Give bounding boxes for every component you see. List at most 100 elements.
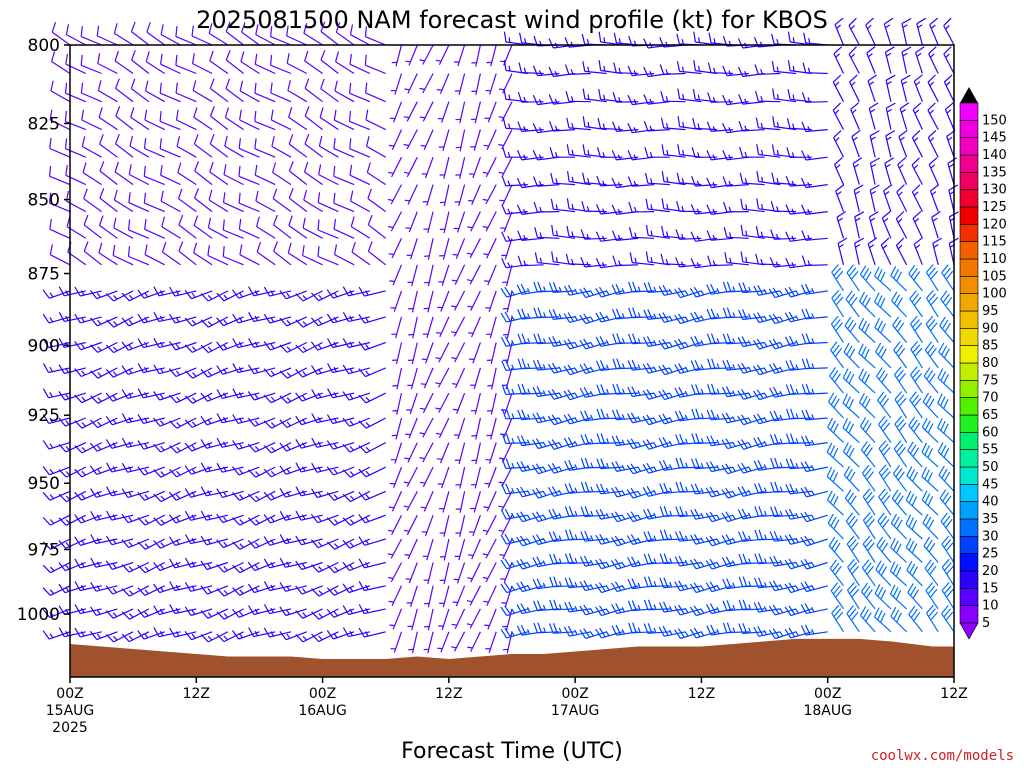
wind-barb	[835, 184, 845, 212]
wind-barb	[467, 631, 481, 652]
wind-barb	[595, 558, 623, 570]
wind-barb	[642, 462, 671, 474]
wind-barb	[320, 21, 339, 46]
wind-barb	[595, 286, 623, 298]
wind-barb	[58, 466, 87, 478]
wind-barb	[469, 156, 481, 179]
wind-barb	[801, 358, 828, 370]
wind-barb	[303, 161, 323, 186]
wind-barb	[878, 464, 892, 492]
wind-barb	[784, 286, 813, 298]
wind-barb	[502, 117, 528, 131]
wind-barb	[270, 26, 292, 46]
wind-barb	[326, 466, 355, 476]
wind-barb	[295, 510, 323, 521]
wind-barb	[89, 630, 118, 641]
wind-barb	[722, 307, 749, 319]
wind-barb	[405, 417, 418, 439]
wind-barb	[408, 631, 418, 654]
wind-barb	[169, 442, 197, 454]
wind-barb	[845, 290, 860, 318]
wind-barb	[768, 363, 797, 374]
wind-barb	[784, 558, 813, 570]
wind-barb	[169, 604, 197, 615]
wind-barb	[658, 625, 686, 637]
wind-barb	[145, 51, 166, 75]
wind-barb	[787, 60, 812, 75]
wind-barb	[225, 78, 244, 103]
wind-barb	[937, 418, 955, 444]
wind-barb	[676, 61, 702, 75]
wind-barb	[675, 481, 702, 493]
y-tick-label: 1000	[17, 605, 60, 625]
wind-barb	[885, 130, 896, 158]
wind-barb	[642, 336, 671, 347]
wind-barb	[932, 237, 943, 265]
wind-barb	[424, 238, 434, 260]
wind-barb	[737, 389, 765, 400]
wind-barb	[438, 264, 450, 286]
wind-barb	[389, 101, 403, 123]
wind-barb	[692, 118, 718, 131]
wind-barb	[846, 582, 860, 610]
wind-barb	[98, 107, 118, 131]
wind-barb	[232, 388, 260, 399]
wind-barb	[209, 78, 229, 103]
wind-barb	[627, 94, 655, 106]
wind-barb	[303, 23, 323, 46]
colorbar-segment	[959, 172, 979, 190]
wind-barb	[453, 44, 466, 67]
wind-barb	[153, 490, 181, 503]
wind-barb	[890, 606, 908, 633]
wind-barb	[177, 188, 197, 213]
wind-barb	[499, 44, 513, 66]
wind-barb	[288, 134, 308, 158]
wind-barb	[451, 367, 466, 389]
wind-barb	[722, 176, 749, 187]
wind-barb	[97, 53, 118, 75]
wind-barb	[831, 264, 845, 292]
wind-barb	[358, 581, 386, 592]
wind-barb	[439, 585, 450, 608]
wind-barb	[232, 514, 260, 526]
wind-barb	[660, 253, 686, 266]
wind-barb	[754, 529, 781, 541]
wind-barb	[548, 66, 576, 78]
wind-barb	[658, 285, 686, 296]
wind-barb	[403, 491, 418, 511]
wind-barb	[247, 466, 276, 478]
wind-barb	[466, 264, 481, 285]
wind-barb	[722, 94, 749, 106]
wind-barb	[644, 147, 670, 158]
wind-barb	[905, 537, 923, 563]
wind-barb	[874, 584, 892, 610]
wind-barb	[911, 157, 923, 185]
wind-barb	[326, 414, 355, 425]
wind-barb	[503, 60, 528, 75]
wind-barb	[739, 172, 765, 186]
wind-barb	[333, 218, 355, 239]
wind-barb	[419, 44, 434, 65]
wind-barb	[248, 338, 276, 348]
wind-barb	[65, 24, 87, 46]
credit-text[interactable]: coolwx.com/models	[871, 748, 1014, 764]
wind-barb	[121, 437, 150, 448]
wind-barb	[909, 290, 923, 318]
wind-barb	[436, 442, 450, 464]
wind-barb	[388, 491, 403, 512]
wind-barb	[358, 367, 386, 378]
wind-barb	[364, 26, 386, 46]
wind-barb	[596, 408, 623, 420]
wind-barb	[407, 342, 418, 365]
wind-barb	[801, 435, 828, 447]
colorbar-segment	[959, 137, 979, 156]
wind-barb	[311, 488, 339, 499]
wind-barb	[437, 290, 450, 312]
colorbar-segment	[959, 293, 979, 312]
wind-barb	[153, 338, 181, 348]
wind-barb	[200, 560, 229, 571]
wind-barb	[327, 388, 355, 399]
wind-barb	[326, 440, 355, 450]
wind-barb	[406, 392, 418, 415]
